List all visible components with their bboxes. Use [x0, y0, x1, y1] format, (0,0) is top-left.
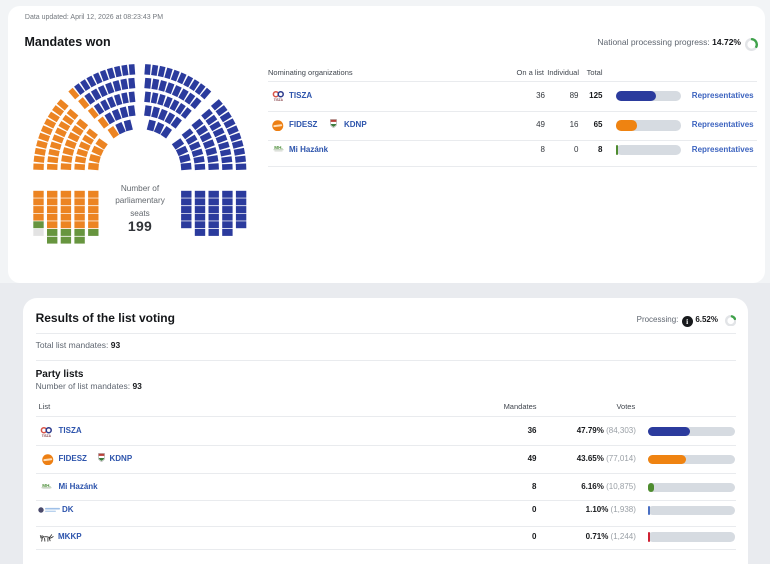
svg-text:MH.: MH.: [42, 483, 50, 488]
svg-text:TISZA: TISZA: [41, 433, 51, 437]
svg-text:MH.: MH.: [274, 145, 282, 150]
svg-text:TISZA: TISZA: [273, 98, 283, 102]
